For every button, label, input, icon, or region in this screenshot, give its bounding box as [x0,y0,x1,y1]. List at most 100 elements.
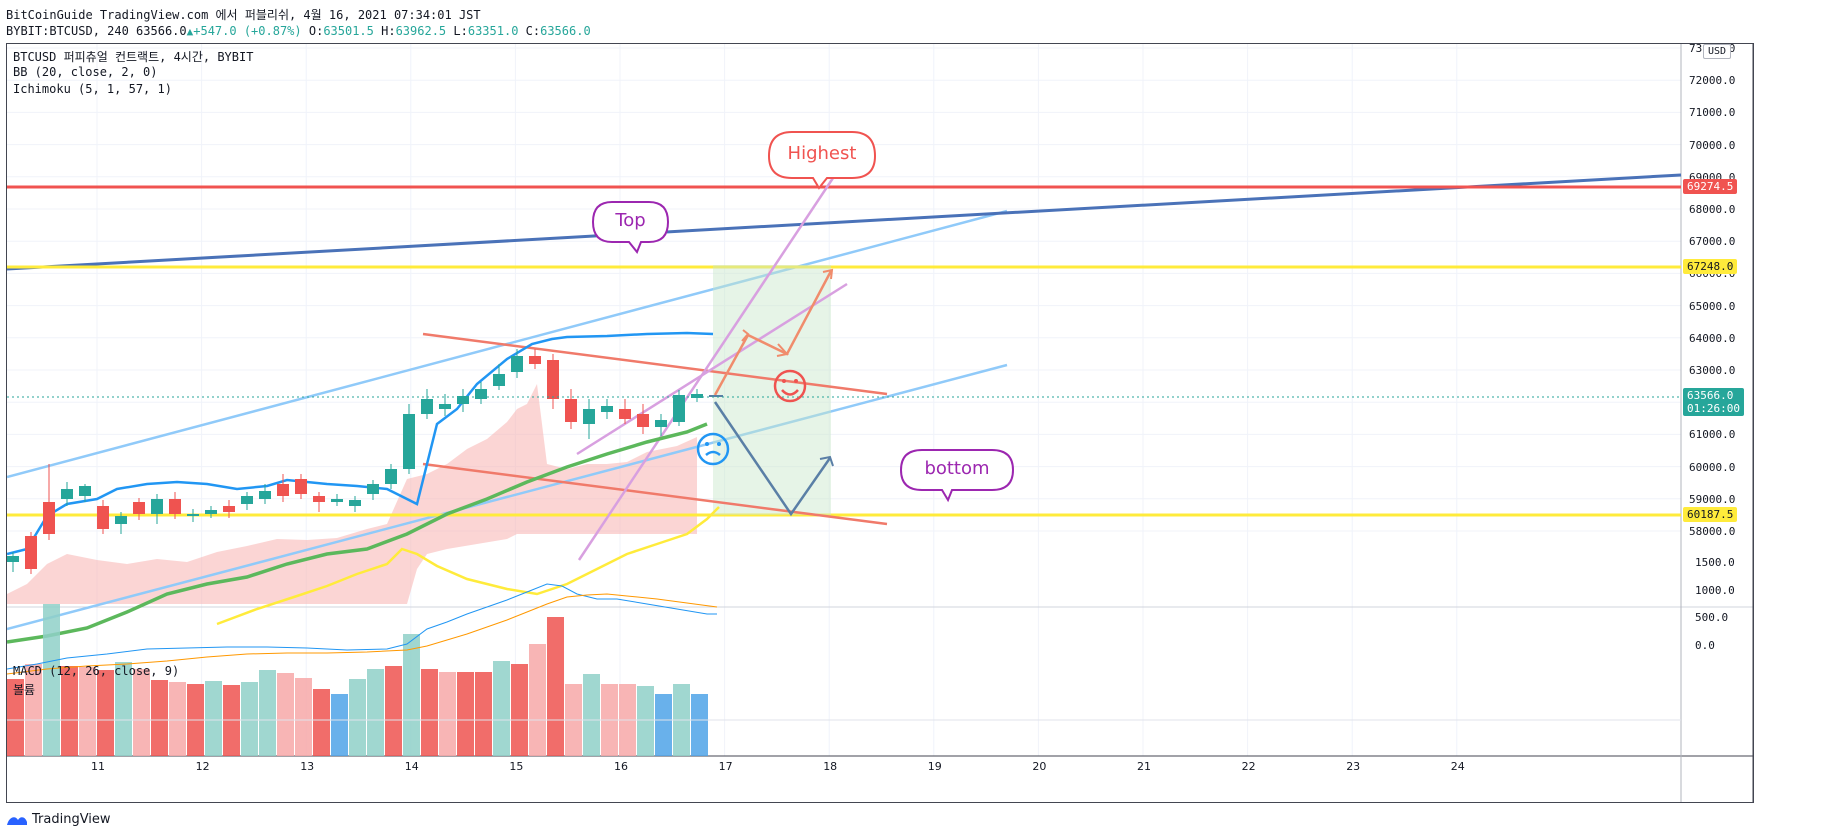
top-callout[interactable] [591,201,670,254]
candle-body[interactable] [295,479,307,494]
candle-body[interactable] [97,506,109,529]
candle-body[interactable] [619,409,631,419]
highest-callout[interactable] [767,131,877,190]
candle-body[interactable] [169,499,181,514]
red-channel-lower[interactable] [422,462,888,526]
macd-bar [403,634,420,756]
price-tick: 70000.0 [1689,138,1736,152]
bottom-callout[interactable] [899,449,1015,503]
macd-bar [655,694,672,756]
price-tag-mid: 67248.0 [1683,259,1738,274]
macd-histogram[interactable] [7,604,708,756]
candle-body[interactable] [241,496,253,504]
candle-body[interactable] [421,399,433,414]
time-tick: 20 [1032,760,1047,773]
purple-trend-1[interactable] [577,159,847,561]
price-tick: 58000.0 [1689,525,1736,538]
smile-icon[interactable] [773,369,807,403]
macd-tick: 0.0 [1695,638,1715,652]
macd-signal-line[interactable] [7,593,718,675]
macd-bar [295,678,312,756]
macd-bar [457,672,474,756]
candle-body[interactable] [151,499,163,514]
candle-body[interactable] [43,502,55,534]
macd-bar [637,686,654,756]
candle-body[interactable] [259,491,271,499]
macd-bar [421,669,438,756]
chart-pane[interactable]: BTCUSD 퍼피츄얼 컨트랙트, 4시간, BYBIT BB (20, clo… [6,42,1754,803]
candle-body[interactable] [79,486,91,496]
bb-basis-line[interactable] [7,422,708,644]
candle-body[interactable] [493,374,505,386]
volume-legend[interactable]: 볼륨 [13,683,36,697]
candle-body[interactable] [475,389,487,399]
macd-tick: 1000.0 [1695,583,1735,597]
candle-body[interactable] [691,394,703,398]
macd-line[interactable] [7,583,717,670]
candle-body[interactable] [547,360,559,399]
red-channel-upper[interactable] [422,332,888,396]
confused-face-icon[interactable] [696,432,730,466]
price-change: +547.0 (+0.87%) [193,24,302,38]
candle-body[interactable] [511,356,523,372]
candle-body[interactable] [565,399,577,422]
macd-bar [691,694,708,756]
macd-bar [493,661,510,756]
candle-body[interactable] [223,506,235,512]
tradingview-logo-icon [7,816,27,825]
candle-body[interactable] [385,469,397,484]
candle-body[interactable] [61,489,73,499]
candle-body[interactable] [25,536,37,569]
price-tick: 64000.0 [1689,331,1736,345]
channel-lower-line[interactable] [7,363,1008,631]
candle-body[interactable] [349,500,361,506]
macd-legend[interactable]: MACD (12, 26, close, 9) [13,664,180,678]
chart-canvas[interactable] [7,44,1753,802]
candle-body[interactable] [331,499,343,502]
candle-body[interactable] [115,516,127,524]
bb-upper-line[interactable] [7,331,714,556]
price-tick: 65000.0 [1689,299,1736,313]
candle-body[interactable] [655,420,667,427]
time-tick: 13 [300,760,315,773]
bull-projection-arrow[interactable] [713,270,833,396]
time-tick: 22 [1241,760,1256,773]
macd-bar [7,679,24,756]
candle-body[interactable] [637,414,649,427]
low-value: 63351.0 [467,24,519,38]
candle-body[interactable] [7,556,19,562]
candle-body[interactable] [367,484,379,494]
ichimoku-lagging-line[interactable] [216,506,720,626]
macd-bar [439,672,456,756]
candle-body[interactable] [673,395,685,422]
candle-body[interactable] [403,414,415,469]
ichimoku-legend[interactable]: Ichimoku (5, 1, 57, 1) [13,82,172,96]
macd-bar [277,673,294,756]
price-tick: 63000.0 [1689,364,1736,377]
macd-bar [151,680,168,756]
time-tick: 18 [823,760,838,773]
candle-body[interactable] [439,404,451,409]
candle-body[interactable] [133,502,145,514]
time-tick: 24 [1450,760,1465,773]
time-tick: 21 [1137,760,1151,773]
macd-bar [115,662,132,756]
candle-body[interactable] [277,484,289,496]
candle-body[interactable] [529,356,541,364]
macd-bar [79,667,96,756]
bear-projection-arrow[interactable] [713,401,832,517]
tradingview-brand[interactable]: TradingView [6,812,111,827]
candlesticks[interactable] [7,349,703,574]
candle-body[interactable] [457,396,469,404]
purple-trend-2[interactable] [576,282,848,456]
candle-body[interactable] [601,406,613,412]
currency-label[interactable]: USD [1703,44,1732,59]
long-trend-line[interactable] [7,173,1682,271]
candle-body[interactable] [187,514,199,516]
candle-body[interactable] [205,510,217,514]
bb-legend[interactable]: BB (20, close, 2, 0) [13,65,158,79]
candle-body[interactable] [313,496,325,502]
highest-label: Highest [787,143,857,164]
candle-body[interactable] [583,409,595,424]
bottom-label: bottom [924,458,990,479]
